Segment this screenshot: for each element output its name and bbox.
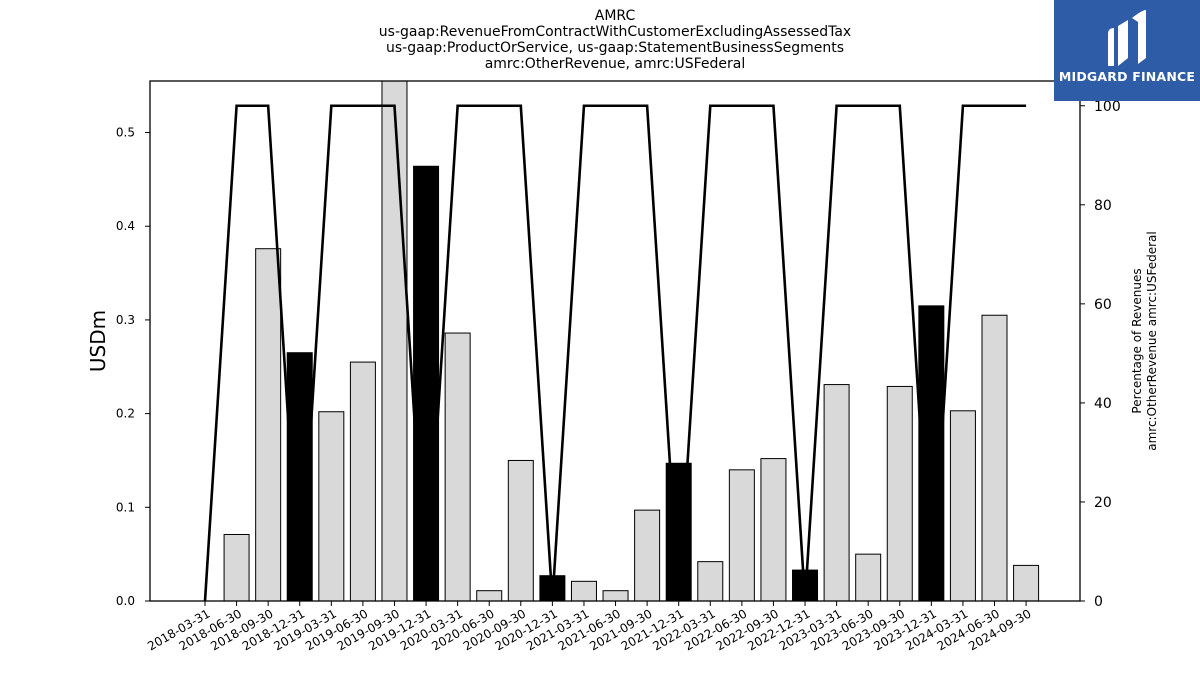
y-tick-label: 0.1	[116, 500, 135, 514]
y-tick-label: 0.4	[116, 219, 135, 233]
y2-tick-label: 20	[1094, 495, 1112, 511]
bar-2018-06-30	[223, 533, 250, 602]
y2-tick-label: 60	[1094, 297, 1112, 313]
y-tick-label: 0.0	[116, 594, 135, 608]
bar-2020-03-31	[444, 332, 471, 602]
chart-subtitle-members: amrc:OtherRevenue, amrc:USFederal	[484, 56, 746, 72]
y2-axis-label-line1: Percentage of Revenues	[1130, 268, 1144, 413]
bar-2021-09-30	[634, 509, 661, 602]
chart-subtitle-concept: us-gaap:RevenueFromContractWithCustomerE…	[378, 24, 852, 40]
bar-2020-09-30	[507, 459, 534, 602]
y-tick-label: 0.5	[116, 126, 135, 140]
bar-2022-03-31	[697, 561, 724, 602]
chart-title: AMRC	[594, 8, 636, 24]
bar-2018-09-30	[255, 248, 282, 602]
chart-subtitle-axes: us-gaap:ProductOrService, us-gaap:Statem…	[385, 40, 844, 56]
bar-2022-09-30	[760, 458, 787, 602]
bar-2023-09-30	[886, 385, 913, 602]
y-tick-label: 0.3	[116, 313, 135, 327]
y2-axis-label-line2: amrc:OtherRevenue amrc:USFederal	[1145, 231, 1159, 451]
y2-tick-label: 100	[1094, 99, 1121, 115]
percentage-line	[203, 104, 1027, 602]
bar-2021-03-31	[570, 580, 597, 602]
plot-frame	[149, 80, 1081, 602]
midgard-logo-icon	[1108, 10, 1146, 66]
bar-2024-06-30	[981, 314, 1008, 602]
bar-2023-06-30	[855, 553, 882, 602]
bar-2023-03-31	[823, 384, 850, 602]
bar-2019-06-30	[349, 361, 376, 602]
bar-2024-09-30	[1013, 564, 1040, 602]
bar-2019-12-31	[413, 165, 440, 602]
bar-2022-06-30	[728, 469, 755, 602]
y-tick-label: 0.2	[116, 407, 135, 421]
logo-text: MIDGARD FINANCE	[1058, 69, 1196, 84]
bar-2020-06-30	[476, 590, 503, 602]
y2-tick-label: 80	[1094, 198, 1112, 214]
bar-2019-09-30	[381, 80, 408, 602]
y2-tick-label: 0	[1094, 594, 1103, 610]
bar-2021-06-30	[602, 590, 629, 602]
y-axis-label: USDm	[86, 310, 110, 372]
bar-2024-03-31	[949, 410, 976, 602]
midgard-finance-logo: MIDGARD FINANCE	[1054, 0, 1200, 101]
y2-tick-label: 40	[1094, 396, 1112, 412]
bar-2019-03-31	[318, 411, 345, 602]
